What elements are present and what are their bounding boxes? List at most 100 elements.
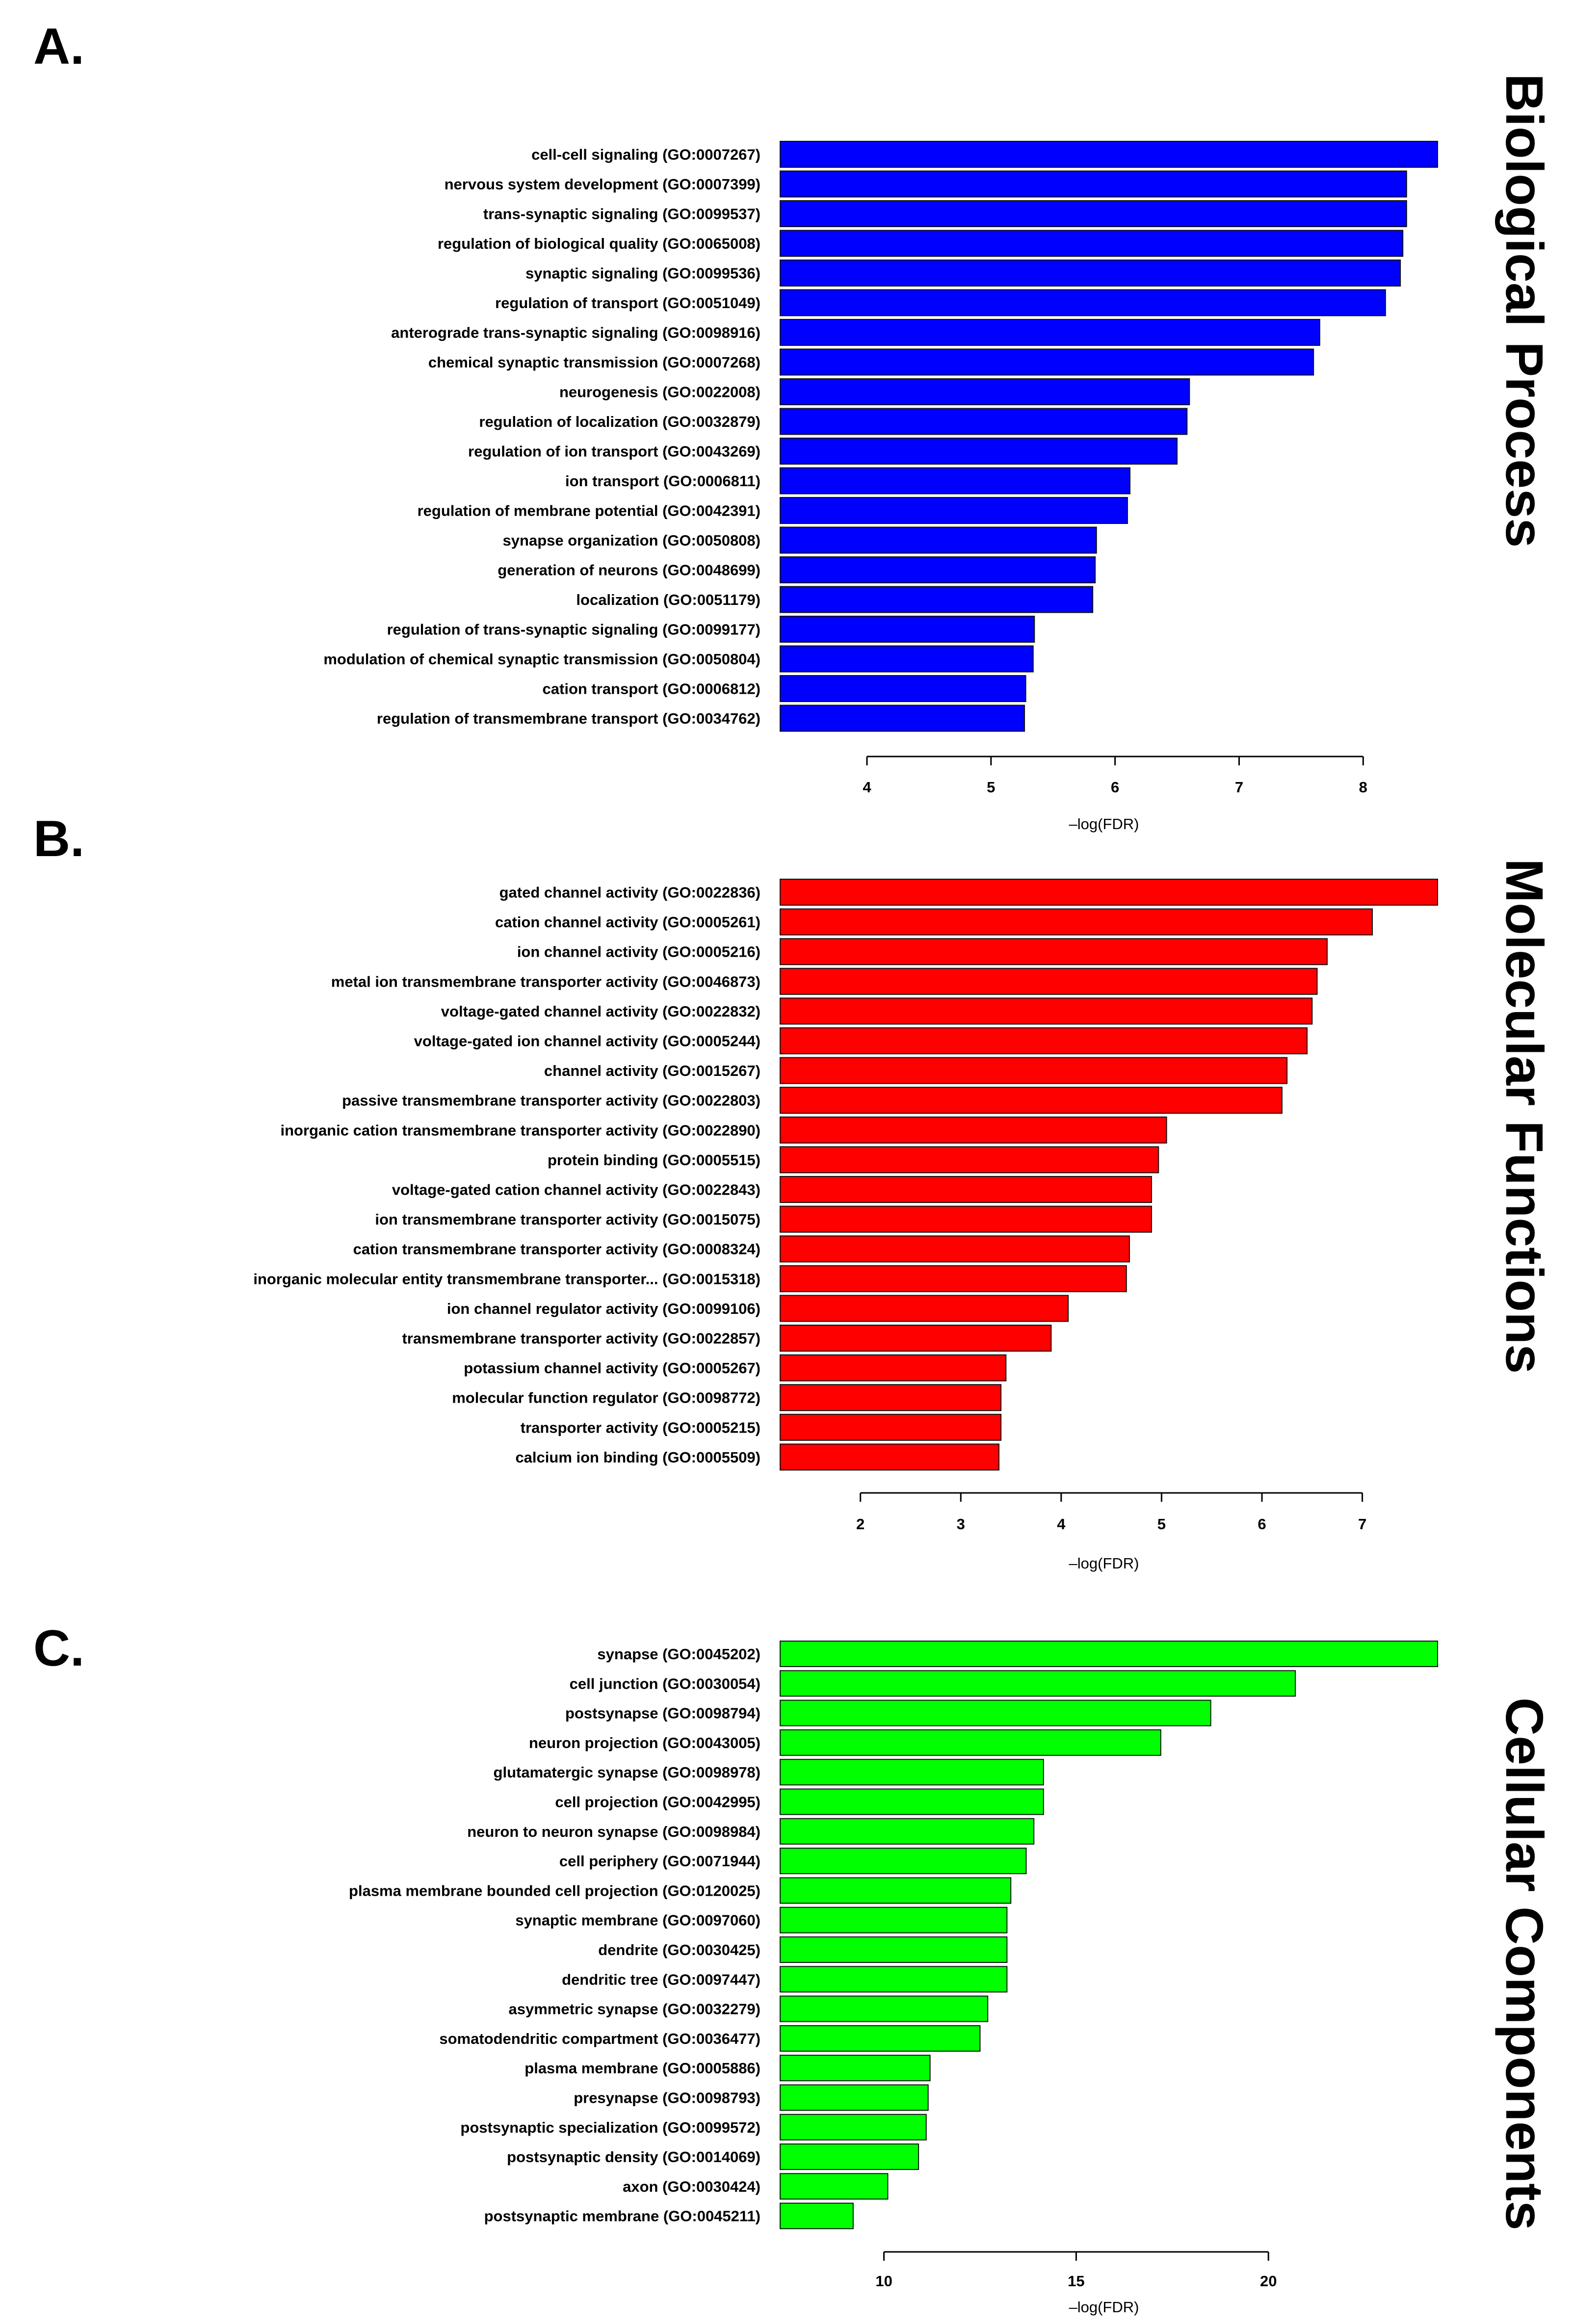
bar [780,2025,981,2052]
bar [780,1176,1152,1203]
category-label: synapse (GO:0045202) [597,1645,760,1663]
bar [780,705,1025,732]
x-axis-title: –log(FDR) [1069,815,1139,833]
category-label: cell junction (GO:0030054) [570,1675,760,1692]
category-label: cell periphery (GO:0071944) [559,1853,760,1870]
category-label: inorganic molecular entity transmembrane… [253,1270,760,1287]
category-label: synaptic signaling (GO:0099536) [525,265,760,282]
bar [780,2055,931,2082]
category-label: nervous system development (GO:0007399) [445,176,760,193]
category-label: cation transport (GO:0006812) [543,680,760,698]
x-tick-label: 6 [1111,779,1119,796]
panel-label: A. [33,18,84,75]
bar-group [780,1641,1438,2229]
bar [780,1116,1167,1144]
bar [780,1699,1211,1726]
panel-title: Biological Process [1495,74,1554,548]
x-axis: 2 3 4 5 6 7 [856,1492,1366,1533]
category-label: cation transmembrane transporter activit… [353,1241,760,1258]
bar [780,141,1438,168]
x-axis: 4 5 6 7 8 [863,756,1367,796]
x-tick-label: 20 [1260,2272,1277,2290]
bar [780,289,1386,316]
category-label: postsynaptic density (GO:0014069) [507,2148,760,2166]
category-label: plasma membrane (GO:0005886) [524,2060,760,2077]
bar [780,1295,1069,1322]
panel-label: C. [33,1620,84,1677]
category-label: synapse organization (GO:0050808) [503,532,760,549]
bar [780,1443,999,1471]
bar [780,260,1401,287]
category-label: ion transmembrane transporter activity (… [375,1211,760,1228]
x-tick-label: 3 [957,1515,965,1533]
bar [780,1146,1159,1174]
category-label: ion transport (GO:0006811) [565,472,760,490]
x-axis-title: –log(FDR) [1069,2298,1139,2316]
category-label: channel activity (GO:0015267) [544,1062,760,1079]
category-label: regulation of membrane potential (GO:004… [418,502,760,520]
category-label: regulation of transport (GO:0051049) [495,294,760,312]
panel-biological-process: A. cell-cell signaling (GO:0007267) nervo… [33,18,1554,833]
bar [780,2114,927,2141]
bar [780,1235,1130,1263]
category-label: neurogenesis (GO:0022008) [559,384,760,401]
x-tick-label: 8 [1359,779,1367,796]
bar [780,2173,889,2200]
category-label: passive transmembrane transporter activi… [342,1092,760,1109]
category-label: voltage-gated ion channel activity (GO:0… [414,1033,760,1050]
category-label: modulation of chemical synaptic transmis… [323,651,760,668]
category-label: trans-synaptic signaling (GO:0099537) [483,206,760,223]
bar [780,348,1314,376]
category-label: postsynaptic membrane (GO:0045211) [484,2208,760,2225]
bar [780,616,1035,643]
bar [780,1818,1035,1845]
category-label: chemical synaptic transmission (GO:00072… [428,354,760,371]
category-label: neuron to neuron synapse (GO:0098984) [467,1823,760,1840]
bar [780,1413,1002,1441]
category-label: synaptic membrane (GO:0097060) [515,1912,760,1929]
x-tick-label: 5 [987,779,995,796]
bar [780,408,1188,435]
bar [780,675,1026,702]
bar [780,1759,1044,1786]
category-label: metal ion transmembrane transporter acti… [331,973,760,990]
bar [780,170,1407,198]
bar [780,438,1178,465]
bar [780,938,1328,966]
bar-group [780,879,1438,1471]
category-label-group: gated channel activity (GO:0022836) catio… [253,884,760,1466]
category-label: postsynaptic specialization (GO:0099572) [460,2119,760,2136]
bar [780,1087,1283,1114]
bar [780,1384,1002,1411]
bar [780,1670,1296,1697]
category-label: postsynapse (GO:0098794) [565,1705,760,1722]
x-axis: 10 15 20 [875,2251,1277,2290]
category-label: voltage-gated cation channel activity (G… [392,1181,760,1199]
panel-title: Cellular Components [1495,1697,1554,2230]
category-label: cation channel activity (GO:0005261) [495,914,760,931]
x-axis-title: –log(FDR) [1069,1555,1139,1572]
bar [780,467,1130,495]
bar [780,2143,919,2170]
panel-molecular-functions: B. gated channel activity (GO:0022836) ca… [33,810,1554,1572]
category-label: regulation of localization (GO:0032879) [479,413,760,430]
category-label: potassium channel activity (GO:0005267) [464,1359,760,1377]
x-tick-label: 15 [1068,2272,1084,2290]
category-label: regulation of biological quality (GO:006… [438,235,760,252]
bar [780,319,1320,346]
category-label: regulation of transmembrane transport (G… [377,710,760,727]
bar [780,2084,929,2111]
category-label: regulation of trans-synaptic signaling (… [387,621,760,638]
category-label: glutamatergic synapse (GO:0098978) [494,1764,760,1781]
bar [780,2202,854,2229]
category-label: transmembrane transporter activity (GO:0… [402,1330,760,1347]
bar [780,1205,1152,1233]
bar [780,1848,1027,1875]
panel-title: Molecular Functions [1495,859,1554,1374]
category-label: molecular function regulator (GO:0098772… [452,1389,760,1407]
category-label: somatodendritic compartment (GO:0036477) [439,2030,760,2047]
category-label: voltage-gated channel activity (GO:00228… [441,1003,760,1020]
bar [780,1788,1044,1815]
bar [780,997,1313,1025]
